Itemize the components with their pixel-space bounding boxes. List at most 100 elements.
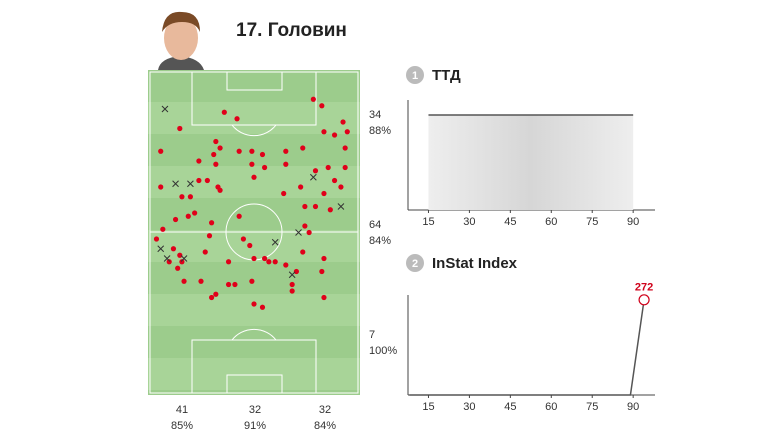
chart-title: InStat Index xyxy=(432,255,518,272)
action-dot xyxy=(179,259,185,265)
action-dot xyxy=(321,129,327,135)
column-pct: 84% xyxy=(314,420,336,432)
action-dot xyxy=(251,255,257,262)
action-dot xyxy=(319,103,325,109)
row-pct: 84% xyxy=(369,235,391,247)
badge-number: 2 xyxy=(412,258,418,270)
row-count: 7 xyxy=(369,329,375,341)
action-dot xyxy=(300,145,306,151)
action-dot xyxy=(158,148,164,154)
x-tick-label: 60 xyxy=(545,401,557,413)
action-dot xyxy=(259,304,266,310)
action-dot xyxy=(217,145,223,151)
x-tick-label: 15 xyxy=(422,216,434,228)
action-dot xyxy=(312,203,319,210)
action-dot xyxy=(342,145,348,151)
miss-mark xyxy=(295,229,302,236)
action-dot xyxy=(293,268,299,275)
action-dot xyxy=(232,281,238,288)
column-pct: 91% xyxy=(244,420,266,432)
row-count: 64 xyxy=(369,219,381,231)
action-dot xyxy=(331,177,338,184)
action-dot xyxy=(259,151,266,158)
action-dot xyxy=(217,187,223,193)
action-dot xyxy=(153,236,160,242)
action-dot xyxy=(281,190,287,197)
action-dot xyxy=(204,177,210,184)
row-pct: 100% xyxy=(369,345,397,357)
miss-mark xyxy=(157,245,165,253)
action-dot xyxy=(300,249,306,255)
action-dot xyxy=(325,164,331,171)
player-photo xyxy=(150,10,212,70)
action-dot xyxy=(209,294,215,301)
action-dot xyxy=(247,242,253,249)
action-dot xyxy=(283,148,289,154)
action-dot xyxy=(249,148,255,154)
action-dot xyxy=(209,220,215,226)
action-dot xyxy=(321,190,327,197)
x-tick-label: 30 xyxy=(463,216,475,228)
x-tick-label: 45 xyxy=(504,216,516,228)
badge xyxy=(406,254,424,272)
miss-mark xyxy=(337,203,345,210)
action-dot xyxy=(266,259,272,265)
index-point xyxy=(638,294,650,306)
action-dot xyxy=(344,129,350,135)
badge-number: 1 xyxy=(412,70,418,82)
x-tick-label: 45 xyxy=(504,401,516,413)
action-dot xyxy=(172,216,179,223)
action-dot xyxy=(236,148,242,154)
action-dot xyxy=(306,229,312,236)
player-title: 17. Головин xyxy=(236,20,347,41)
action-dot xyxy=(185,213,191,219)
action-dot xyxy=(321,294,327,301)
x-tick-label: 75 xyxy=(586,216,598,228)
x-tick-label: 60 xyxy=(545,216,557,228)
badge xyxy=(406,66,424,84)
chart-title: ТТД xyxy=(432,67,461,84)
x-tick-label: 90 xyxy=(627,401,639,413)
action-dot xyxy=(302,203,308,210)
miss-mark xyxy=(288,271,296,279)
action-dot xyxy=(251,301,257,307)
action-dot xyxy=(221,109,227,115)
action-dot xyxy=(283,262,289,268)
action-dot xyxy=(181,278,187,284)
band xyxy=(428,115,634,210)
miss-mark xyxy=(172,180,179,188)
row-pct: 88% xyxy=(369,125,391,137)
value-label: 272 xyxy=(635,282,653,294)
action-dot xyxy=(240,236,246,242)
action-dot xyxy=(289,288,295,294)
action-dot xyxy=(338,184,344,190)
action-dot xyxy=(342,164,348,171)
x-tick-label: 90 xyxy=(627,216,639,228)
action-dot xyxy=(225,281,232,288)
action-dot xyxy=(166,259,172,265)
action-dot xyxy=(331,132,338,138)
action-dot xyxy=(170,246,177,252)
action-dot xyxy=(158,184,164,190)
x-tick-label: 15 xyxy=(422,401,434,413)
action-dot xyxy=(225,259,232,265)
action-dot xyxy=(213,291,219,297)
action-dot xyxy=(177,252,183,258)
action-dot xyxy=(179,194,185,200)
action-dot xyxy=(302,223,308,229)
action-dot xyxy=(198,278,204,284)
miss-mark xyxy=(161,105,169,113)
column-pct: 85% xyxy=(171,420,193,432)
miss-mark xyxy=(180,255,188,262)
row-count: 34 xyxy=(369,109,381,121)
column-count: 32 xyxy=(249,404,261,416)
action-dot xyxy=(249,278,255,284)
action-dot xyxy=(211,151,217,158)
action-dot xyxy=(177,125,183,132)
action-dot xyxy=(249,161,255,167)
action-dot xyxy=(202,249,208,255)
column-count: 32 xyxy=(319,404,331,416)
action-dot xyxy=(251,174,257,180)
